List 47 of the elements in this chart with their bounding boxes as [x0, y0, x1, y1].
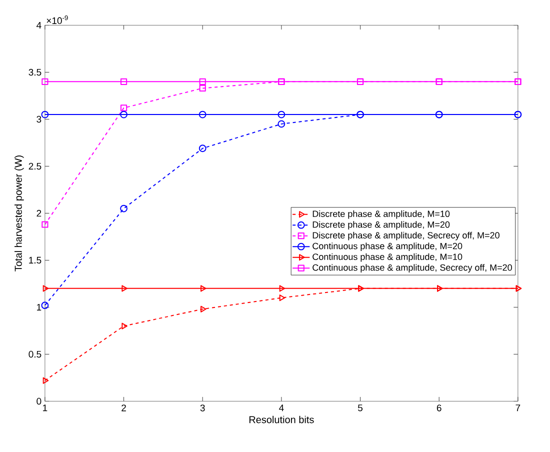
- x-tick-label: 7: [516, 404, 520, 412]
- y-tick-label: 3.5: [28, 68, 42, 76]
- point: [198, 110, 206, 118]
- point: [122, 322, 128, 330]
- legend-label: Discrete phase & amplitude, M=20: [312, 221, 450, 230]
- point: [279, 294, 286, 302]
- y-tick-label: 1.5: [29, 256, 42, 264]
- x-axis-title: Resolution bits: [249, 416, 314, 424]
- point: [120, 204, 128, 212]
- point: [279, 285, 286, 292]
- point: [42, 221, 48, 228]
- y-tick-label: 2.5: [28, 162, 42, 170]
- y-tick-label: 4: [36, 22, 42, 29]
- point: [199, 84, 206, 92]
- point: [200, 285, 206, 292]
- legend-label: Continuous phase & amplitude, Secrecy off, M=20: [312, 264, 512, 273]
- point: [200, 306, 206, 312]
- point: [278, 120, 286, 128]
- y-tick-label: 1: [37, 304, 42, 310]
- point: [198, 144, 206, 152]
- x-tick-label: 2: [122, 404, 126, 412]
- point: [120, 110, 128, 118]
- point: [41, 302, 49, 310]
- point: [42, 285, 49, 292]
- point: [199, 78, 206, 85]
- y-tick-label: 0.5: [28, 350, 42, 358]
- point: [41, 110, 49, 118]
- point: [42, 377, 49, 384]
- x-tick-label: 6: [436, 404, 442, 412]
- x-tick-label: 4: [279, 404, 284, 412]
- point: [278, 110, 286, 118]
- text: ×10$^{-9}$: [46, 15, 68, 24]
- point: [120, 104, 128, 112]
- x-tick-label: 3: [200, 404, 205, 412]
- y-tick-label: 0: [36, 398, 42, 405]
- x-tick-label: 1: [43, 404, 48, 412]
- point: [42, 78, 48, 85]
- y-tick-label: 3: [36, 116, 42, 123]
- legend-label: Continuous phase & amplitude, M=20: [312, 242, 462, 252]
- x-tick-label: 5: [358, 404, 363, 412]
- point: [122, 285, 128, 292]
- point: [120, 78, 128, 85]
- legend-label: Discrete phase & amplitude, M=10: [312, 210, 450, 219]
- y-axis-title: Total harvested power (W): [14, 156, 24, 272]
- legend-label: Discrete phase & amplitude, Secrecy off, M=20: [312, 232, 500, 240]
- y-tick-label: 2: [36, 210, 42, 217]
- legend-label: Continuous phase & amplitude, M=10: [312, 253, 462, 262]
